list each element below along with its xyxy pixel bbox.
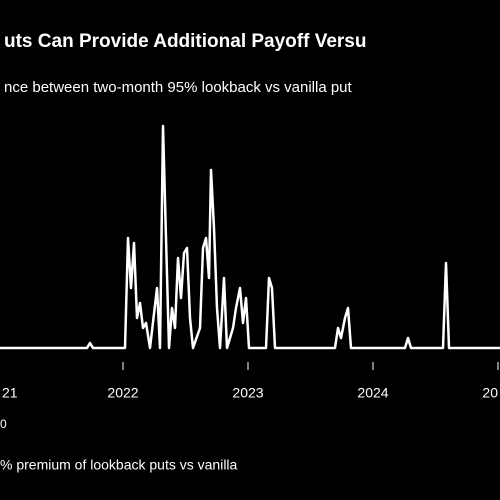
- x-tick-label: 20: [482, 385, 498, 401]
- x-tick-label: 2024: [357, 385, 388, 401]
- x-tick-label: 2023: [232, 385, 263, 401]
- footnote: 0: [0, 417, 7, 431]
- chart-title: uts Can Provide Additional Payoff Versu: [4, 31, 366, 52]
- data-line: [0, 124, 500, 350]
- x-tick-label: 2022: [107, 385, 138, 401]
- x-tick-label: 21: [2, 385, 18, 401]
- footnote: % premium of lookback puts vs vanilla: [0, 457, 238, 473]
- chart-subtitle: nce between two-month 95% lookback vs va…: [4, 79, 353, 96]
